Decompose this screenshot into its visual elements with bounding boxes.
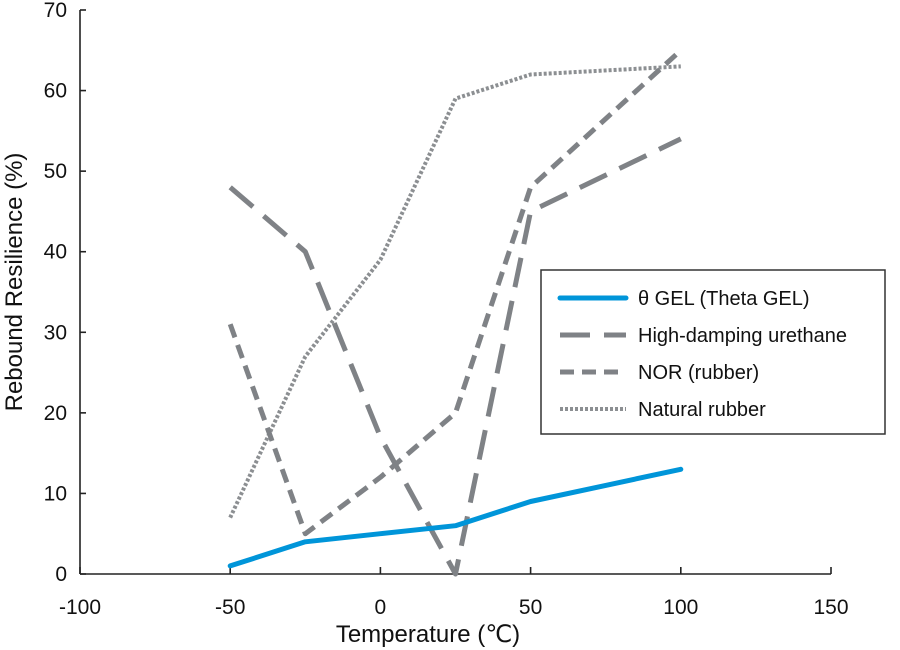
x-tick-label: -50 (215, 596, 245, 619)
x-tick-label: 0 (375, 596, 387, 619)
legend: θ GEL (Theta GEL) High-damping urethane NO… (540, 269, 886, 435)
legend-items: θ GEL (Theta GEL) High-damping urethane NO… (557, 288, 847, 421)
series-line-0 (227, 466, 684, 569)
x-tick-label: 50 (519, 596, 542, 619)
series-layer (227, 48, 684, 577)
y-tick-label: 50 (44, 160, 67, 183)
legend-label-3: Natural rubber (638, 399, 766, 421)
series-line-2 (227, 48, 683, 537)
legend-label-1: High-damping urethane (638, 325, 847, 347)
legend-label-0: θ GEL (Theta GEL) (638, 288, 810, 310)
y-axis-title: Rebound Resilience (%) (1, 153, 28, 412)
y-axis-ticks: 0 10 20 30 40 50 60 70 (44, 0, 86, 586)
series-line-3 (228, 64, 681, 519)
x-tick-label: -100 (59, 596, 101, 619)
series-line-1 (228, 136, 682, 577)
y-tick-label: 60 (44, 80, 67, 103)
x-tick-label: 150 (813, 596, 848, 619)
y-tick-label: 70 (44, 0, 67, 22)
y-tick-label: 20 (44, 402, 67, 425)
y-tick-label: 10 (44, 482, 67, 505)
legend-label-2: NOR (rubber) (638, 362, 759, 384)
x-axis-ticks: -100 -50 0 50 100 150 (59, 567, 849, 619)
y-tick-label: 40 (44, 241, 67, 264)
x-axis-title: Temperature (℃) (336, 621, 520, 648)
y-tick-label: 30 (44, 321, 67, 344)
x-tick-label: 100 (663, 596, 698, 619)
y-tick-label: 0 (55, 563, 67, 586)
